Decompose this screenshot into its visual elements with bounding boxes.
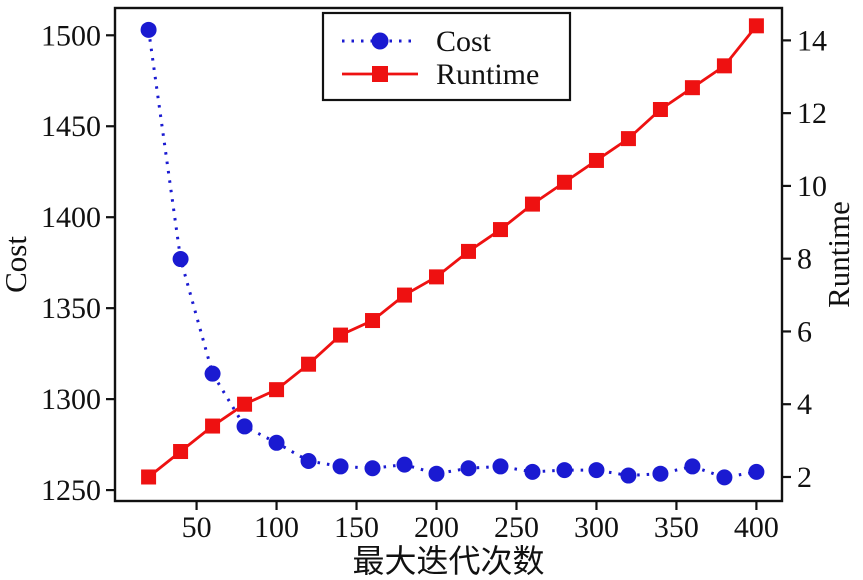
legend-box [321,11,572,102]
legend-label-cost: Cost [436,25,492,58]
y-right-axis-tick-label: 14 [797,24,827,57]
y-left-axis-title: Cost [0,236,33,293]
x-axis-tick-label: 100 [254,511,299,544]
runtime-data-marker [492,222,508,238]
x-axis-tick-label: 300 [574,511,619,544]
runtime-data-marker [556,174,572,190]
runtime-data-marker [460,243,476,259]
runtime-data-marker [173,444,189,460]
runtime-data-marker [620,131,636,147]
y-right-axis-tick-label: 4 [797,388,812,421]
runtime-data-marker [301,356,317,372]
cost-data-marker [172,251,189,268]
cost-data-marker [460,460,477,477]
cost-data-marker [332,458,349,475]
y-right-axis-tick-label: 10 [797,170,827,203]
runtime-data-marker [429,269,445,285]
x-axis-tick-label: 250 [494,511,539,544]
plot-frame [113,6,784,503]
y-right-axis-tick-label: 12 [797,97,827,130]
y-left-axis-tick-label: 1250 [41,474,101,507]
y-right-axis-title: Runtime [821,201,856,308]
cost-data-marker [204,365,221,382]
cost-data-marker [588,462,605,479]
cost-data-marker [428,465,445,482]
cost-data-marker [556,462,573,479]
cost-data-marker [684,458,701,475]
y-left-axis-tick-label: 1500 [41,19,101,52]
cost-data-marker [652,465,669,482]
x-axis-tick-label: 200 [414,511,459,544]
cost-data-marker [716,469,733,486]
y-left-axis-tick-label: 1450 [41,110,101,143]
runtime-data-marker [748,18,764,34]
cost-data-marker [492,458,509,475]
x-axis-tick-label: 50 [182,511,212,544]
y-left-axis-tick-label: 1300 [41,383,101,416]
x-axis-tick-label: 150 [334,511,379,544]
runtime-data-marker [141,469,157,485]
y-right-axis-tick-label: 2 [797,461,812,494]
x-axis-title: 最大迭代次数 [352,543,544,579]
legend-marker-cost [371,32,389,50]
runtime-data-marker [397,287,413,303]
cost-data-marker [396,456,413,473]
cost-data-marker [140,21,157,38]
y-left-axis-tick-label: 1400 [41,201,101,234]
cost-data-marker [524,463,541,480]
cost-data-marker [364,460,381,477]
x-axis-tick-label: 400 [734,511,779,544]
runtime-data-marker [588,152,604,168]
legend-marker-runtime [372,66,388,82]
runtime-data-marker [205,418,221,434]
x-axis-tick-label: 350 [654,511,699,544]
cost-data-marker [236,418,253,435]
y-left-axis-tick-label: 1350 [41,292,101,325]
runtime-data-marker [237,396,253,412]
y-right-axis-tick-label: 8 [797,243,812,276]
cost-data-marker [620,467,637,484]
cost-data-marker [748,463,765,480]
runtime-data-marker [524,196,540,212]
runtime-data-marker [365,313,381,329]
runtime-data-marker [652,102,668,118]
legend-label-runtime: Runtime [436,58,539,91]
runtime-data-marker [716,58,732,74]
runtime-data-marker [333,327,349,343]
runtime-data-marker [269,382,285,398]
cost-data-marker [300,452,317,469]
y-right-axis-tick-label: 6 [797,315,812,348]
runtime-data-marker [684,80,700,96]
cost-data-marker [268,434,285,451]
